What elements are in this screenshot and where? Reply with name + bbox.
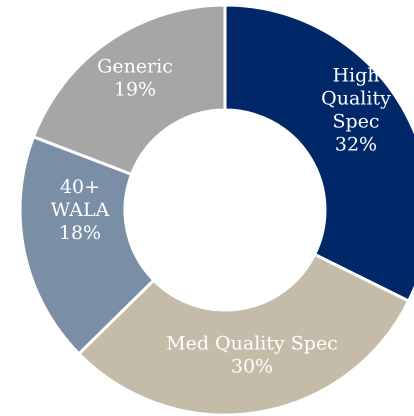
- slice-label: High Quality Spec 32%: [321, 65, 391, 156]
- slice-value-label: 19%: [114, 79, 156, 101]
- donut-slice: [31, 3, 227, 177]
- donut-slice: [76, 252, 411, 416]
- slice-label: Med Quality Spec 30%: [166, 333, 338, 378]
- slice-value-label: 32%: [335, 134, 377, 156]
- slice-name-label: 40+: [60, 176, 100, 198]
- slice-label: 40+ WALA 18%: [51, 176, 110, 244]
- slice-name-label: WALA: [51, 199, 110, 221]
- slice-name-label: High: [332, 65, 379, 87]
- slice-label: Generic 19%: [97, 56, 173, 101]
- donut-slice: [223, 3, 414, 304]
- slice-value-label: 18%: [59, 222, 101, 244]
- slice-name-label: Quality: [321, 88, 391, 110]
- slice-name-label: Med Quality Spec: [166, 333, 338, 355]
- slice-value-label: 30%: [231, 356, 273, 378]
- donut-slice: [18, 134, 156, 356]
- slice-name-label: Generic: [97, 56, 173, 78]
- slice-name-label: Spec: [332, 111, 379, 133]
